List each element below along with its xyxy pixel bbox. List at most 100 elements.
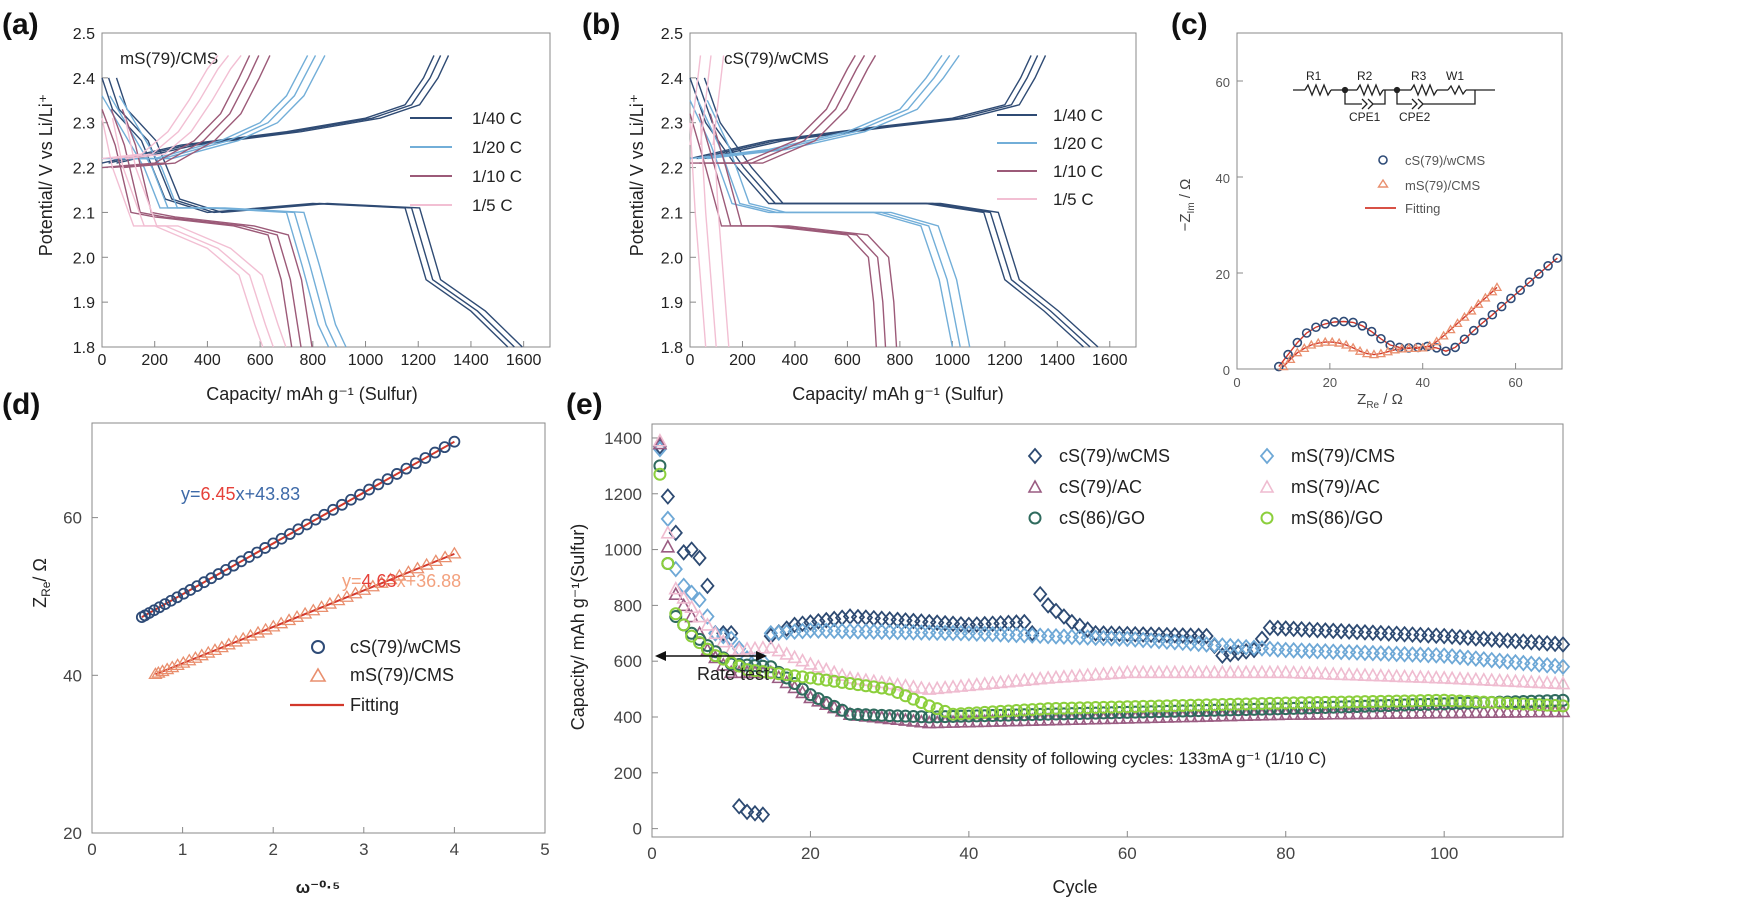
- data-point-ms86-go: [1239, 697, 1253, 711]
- data-point-ms79-ac: [1127, 664, 1143, 679]
- data-point-ms79-ac: [771, 642, 787, 657]
- data-point-ms79-ac: [834, 667, 850, 681]
- data-point-ms79-ac: [1555, 675, 1571, 690]
- data-point-ms86-go: [898, 689, 912, 703]
- data-point-ms86-go: [772, 667, 786, 681]
- panel-c-frame: [1236, 32, 1563, 370]
- y-tick-label: 2.5: [661, 26, 683, 43]
- y-tick-label: 2.4: [661, 71, 683, 88]
- data-point-ms79-cms: [1421, 646, 1436, 664]
- y-tick-label: 0: [1223, 363, 1230, 378]
- data-point-cs79-wcms: [858, 609, 874, 627]
- data-point-ms79-ac: [1318, 666, 1333, 680]
- data-point-cs79-wcms: [1292, 337, 1303, 348]
- data-point-ms79-cms: [1431, 336, 1442, 346]
- data-point-cs79-wcms: [692, 549, 707, 567]
- data-point-ms79-cms: [1270, 641, 1286, 658]
- data-point-ms86-go: [1303, 696, 1317, 710]
- charge-curve-140C: [704, 55, 1047, 160]
- x-tick-label: 1200: [400, 352, 436, 369]
- panel-e-label: (e): [566, 388, 603, 421]
- data-point-ms79-ac: [1436, 670, 1452, 684]
- data-point-ms86-go: [685, 629, 699, 643]
- data-point-cs79-wcms: [1032, 585, 1048, 603]
- x-tick-label: 0: [647, 844, 656, 863]
- panel-a: (a) mS(79)/CMS Capacity/ mAh g⁻¹ (Sulfur…: [2, 8, 551, 404]
- data-point-ms79-ac: [1040, 670, 1056, 684]
- data-point-ms79-cms: [977, 625, 992, 643]
- data-point-ms79-ac: [708, 625, 723, 640]
- data-point-ms86-go: [780, 668, 794, 682]
- data-point-ms79-ac: [993, 674, 1008, 689]
- circuit-cpe2: [1417, 98, 1424, 110]
- data-point-ms79-cms: [165, 660, 180, 673]
- data-point-ms79-ac: [1096, 666, 1111, 680]
- data-point-cs79-wcms: [354, 488, 366, 501]
- data-point-ms79-ac: [1405, 669, 1420, 683]
- data-point-ms79-cms: [1555, 658, 1571, 676]
- data-point-ms86-go: [1295, 696, 1309, 710]
- data-point-cs79-wcms: [1199, 627, 1214, 645]
- data-point-cs79-ac: [1381, 705, 1397, 719]
- data-point-cs79-wcms: [1302, 621, 1317, 639]
- data-point-ms79-cms: [668, 560, 683, 578]
- data-point-ms86-go: [1453, 694, 1467, 708]
- data-point-cs79-wcms: [438, 441, 451, 454]
- y-tick-label: 60: [63, 509, 82, 528]
- data-point-cs79-wcms: [1468, 629, 1484, 647]
- data-point-cs79-wcms: [1543, 260, 1553, 271]
- data-point-ms79-ac: [1349, 667, 1365, 681]
- data-point-ms79-cms: [1459, 311, 1470, 321]
- circuit-wire: [1423, 90, 1476, 105]
- data-point-cs79-wcms: [1301, 328, 1312, 338]
- data-point-cs79-wcms: [660, 488, 676, 505]
- data-point-cs79-ac: [1476, 704, 1492, 719]
- data-point-ms79-cms: [1389, 645, 1404, 663]
- panel-b-ylabel: Potential/ V vs Li/Li⁺: [627, 94, 647, 257]
- data-point-ms86-go: [859, 679, 873, 693]
- data-point-cs79-wcms: [755, 806, 771, 824]
- data-point-ms79-ac: [1547, 675, 1563, 689]
- data-point-ms79-ac: [1500, 673, 1515, 687]
- data-point-cs79-wcms: [1487, 309, 1498, 320]
- data-point-ms86-go: [1318, 695, 1332, 709]
- circuit-label-cpe1: CPE1: [1349, 110, 1381, 124]
- data-point-ms79-ac: [1523, 674, 1539, 688]
- data-point-cs79-wcms: [1515, 285, 1526, 296]
- data-point-ms79-ac: [747, 640, 763, 655]
- panel-a-ticks: 0 200 400 600 800 1000 1200 1400 1600 1.8 1.9 2.0 2.…: [73, 26, 542, 369]
- data-point-ms79-cms: [1405, 646, 1420, 663]
- panel-d-frame: [91, 422, 546, 834]
- legend-c-fitting: Fitting: [1405, 201, 1440, 216]
- legend-d-cs79-wcms-marker: [311, 640, 325, 654]
- data-point-cs79-wcms: [1080, 621, 1095, 638]
- circuit-cpe2: [1411, 98, 1418, 110]
- data-point-ms86-go: [1556, 699, 1570, 713]
- data-point-ms79-cms: [1340, 339, 1352, 349]
- data-point-ms79-cms: [1056, 628, 1072, 646]
- circuit-resistor-r3: [1410, 83, 1438, 97]
- data-point-ms79-cms: [724, 630, 739, 648]
- data-point-ms86-go: [677, 618, 691, 632]
- data-point-cs79-wcms: [1349, 623, 1365, 641]
- y-tick-label: 2.4: [73, 71, 95, 88]
- data-point-cs79-wcms: [292, 523, 305, 536]
- data-point-ms79-ac: [684, 599, 699, 614]
- data-point-ms79-ac: [1032, 671, 1048, 685]
- data-point-ms86-go: [954, 707, 968, 721]
- x-tick-label: 1600: [506, 352, 542, 369]
- data-point-ms86-go: [827, 674, 841, 688]
- data-point-cs79-ac: [1357, 705, 1373, 720]
- data-point-ms79-ac: [723, 642, 739, 656]
- legend-c-ms79-cms-marker: [1377, 178, 1389, 188]
- panel-a-sample-label: mS(79)/CMS: [120, 49, 218, 68]
- data-point-ms79-cms: [1468, 650, 1484, 667]
- data-point-ms79-ac: [858, 672, 874, 686]
- discharge-curve-15C: [111, 118, 274, 348]
- legend-e-marker-cs79-wcms: [1027, 447, 1043, 465]
- data-point-cs79-ac: [676, 597, 692, 612]
- data-point-ms79-cms: [1104, 629, 1119, 647]
- data-point-ms86-go: [1350, 695, 1364, 709]
- data-point-ms79-cms: [1120, 630, 1135, 648]
- data-point-ms79-ac: [945, 679, 961, 693]
